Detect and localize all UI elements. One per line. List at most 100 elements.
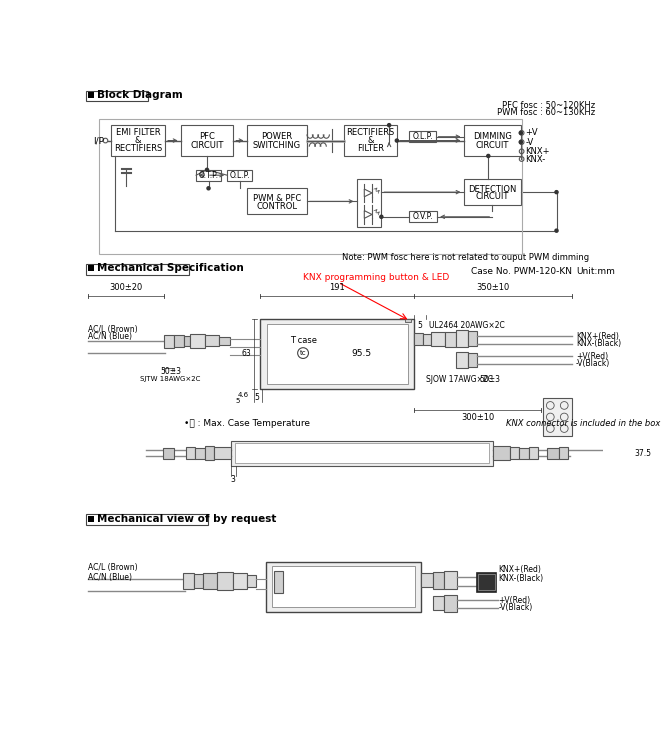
Bar: [247, 575, 256, 587]
Circle shape: [519, 132, 523, 135]
Text: O.L.P.: O.L.P.: [229, 171, 250, 180]
Text: 300±10: 300±10: [461, 413, 494, 422]
Text: CIRCUIT: CIRCUIT: [476, 193, 509, 201]
Bar: [99, 119, 522, 254]
Circle shape: [387, 123, 391, 126]
Circle shape: [486, 154, 490, 157]
Bar: [444, 571, 456, 589]
Circle shape: [206, 168, 208, 171]
Bar: [181, 125, 233, 156]
Bar: [476, 573, 496, 592]
Text: DIMMING: DIMMING: [473, 132, 512, 141]
Bar: [204, 446, 214, 460]
Text: O.L.P.: O.L.P.: [412, 132, 433, 141]
Text: 5: 5: [254, 393, 259, 402]
Bar: [547, 448, 559, 459]
Text: 95.5: 95.5: [351, 348, 371, 358]
Text: 37.5: 37.5: [634, 448, 651, 458]
Text: -V: -V: [525, 137, 534, 146]
Text: AC/L (Brown): AC/L (Brown): [88, 564, 137, 573]
Bar: [261, 319, 414, 389]
Circle shape: [555, 190, 558, 194]
Bar: [227, 170, 252, 181]
Text: 5: 5: [235, 398, 239, 404]
Text: Mechanical Specification: Mechanical Specification: [97, 263, 244, 273]
Text: &: &: [135, 136, 141, 145]
Text: 50±3: 50±3: [160, 367, 181, 376]
Bar: [163, 448, 174, 459]
Bar: [247, 188, 307, 215]
Text: RECTIFIERS: RECTIFIERS: [346, 129, 395, 137]
Circle shape: [380, 215, 383, 218]
Bar: [88, 92, 94, 98]
Text: KNX+(Red): KNX+(Red): [498, 565, 541, 574]
Circle shape: [207, 187, 210, 190]
Bar: [421, 573, 433, 587]
Bar: [468, 353, 478, 367]
Text: 3: 3: [231, 475, 236, 484]
Text: PFC fosc : 50~120KHz: PFC fosc : 50~120KHz: [502, 101, 595, 110]
Bar: [409, 132, 436, 142]
Text: SJTW 18AWG×2C: SJTW 18AWG×2C: [140, 376, 201, 382]
Bar: [456, 330, 468, 347]
Text: &: &: [367, 136, 374, 145]
Text: 191: 191: [329, 283, 345, 293]
Text: KNX-(Black): KNX-(Black): [498, 574, 543, 583]
Text: tc: tc: [299, 350, 306, 356]
Bar: [444, 595, 456, 612]
Text: 63: 63: [242, 349, 251, 359]
Bar: [88, 515, 94, 522]
Bar: [433, 596, 444, 610]
Bar: [196, 448, 204, 459]
Bar: [414, 333, 423, 345]
Bar: [493, 446, 510, 460]
Text: -V(Black): -V(Black): [498, 603, 533, 612]
Bar: [235, 443, 489, 463]
Text: EMI FILTER: EMI FILTER: [116, 129, 160, 137]
Text: 50±3: 50±3: [480, 375, 500, 384]
Bar: [266, 562, 421, 612]
Text: 5: 5: [417, 321, 423, 330]
Bar: [231, 441, 493, 465]
Text: FILTER: FILTER: [357, 144, 384, 153]
Text: +V(Red): +V(Red): [498, 596, 531, 605]
Text: +V: +V: [525, 129, 538, 137]
Text: DETECTION: DETECTION: [468, 184, 517, 193]
Bar: [111, 125, 165, 156]
Bar: [464, 125, 521, 156]
Text: AC/L (Brown): AC/L (Brown): [88, 325, 137, 334]
Text: UL2464 20AWG×2C: UL2464 20AWG×2C: [429, 321, 505, 330]
Text: CIRCUIT: CIRCUIT: [190, 140, 224, 150]
Bar: [86, 264, 190, 275]
Text: Block Diagram: Block Diagram: [97, 90, 183, 100]
Text: Note: PWM fosc here is not related to ouput PWM dimming: Note: PWM fosc here is not related to ou…: [342, 253, 589, 262]
Text: KNX-: KNX-: [525, 154, 546, 164]
Text: SWITCHING: SWITCHING: [253, 140, 301, 150]
Text: -V(Black): -V(Black): [576, 359, 610, 368]
Text: AC/N (Blue): AC/N (Blue): [88, 573, 131, 581]
Bar: [464, 179, 521, 205]
Text: O.V.P.: O.V.P.: [413, 212, 433, 221]
Bar: [163, 334, 174, 348]
Bar: [519, 448, 529, 459]
Bar: [86, 514, 208, 525]
Bar: [206, 335, 219, 346]
Text: AC/N (Blue): AC/N (Blue): [88, 332, 131, 342]
Text: PFC: PFC: [199, 132, 215, 141]
Circle shape: [519, 140, 523, 143]
Bar: [196, 170, 221, 181]
Text: •Ⓣ : Max. Case Temperature: •Ⓣ : Max. Case Temperature: [184, 420, 310, 429]
Bar: [273, 571, 283, 592]
Text: KNX programming button & LED: KNX programming button & LED: [303, 273, 450, 282]
Bar: [214, 447, 231, 459]
Text: CONTROL: CONTROL: [256, 201, 297, 210]
Text: POWER: POWER: [261, 132, 292, 141]
Bar: [456, 351, 468, 368]
Bar: [183, 573, 194, 589]
Bar: [217, 572, 232, 590]
Text: KNX+(Red): KNX+(Red): [576, 331, 619, 340]
Bar: [409, 212, 437, 222]
Bar: [186, 447, 196, 459]
Text: 300±20: 300±20: [109, 283, 142, 293]
Bar: [433, 572, 444, 589]
